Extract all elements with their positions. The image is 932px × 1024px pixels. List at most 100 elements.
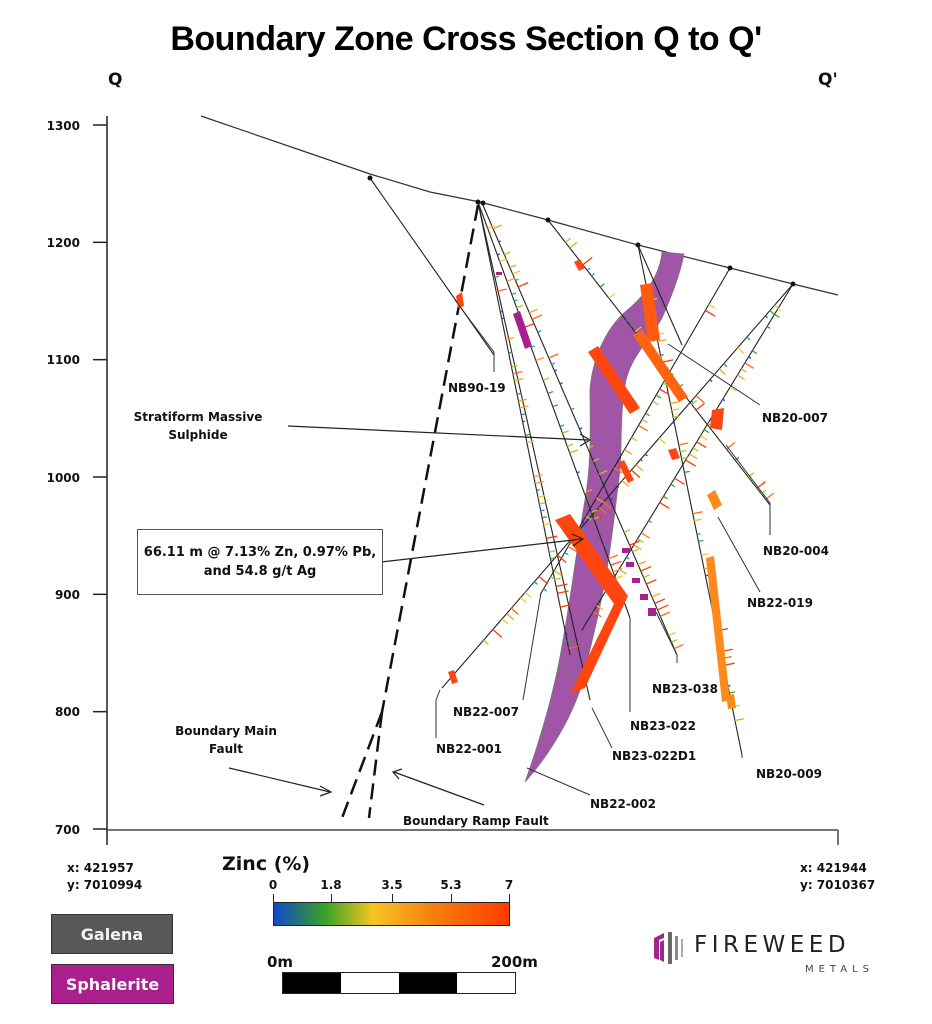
assay-bar — [633, 544, 642, 551]
assay-bar — [625, 317, 631, 322]
assay-bar — [498, 240, 501, 243]
assay-bar — [722, 398, 726, 402]
leader-nb20-004 — [725, 444, 771, 535]
assay-bar — [703, 429, 710, 434]
zinc-scale-title: Zinc (%) — [222, 853, 311, 875]
assay-bar — [580, 528, 585, 533]
assay-bar — [595, 497, 605, 504]
stratiform-massive-sulphide-body — [524, 251, 685, 783]
assay-bar — [646, 579, 657, 585]
assay-bar — [691, 399, 698, 405]
assay-bar — [569, 241, 578, 249]
assay-bar — [660, 353, 664, 356]
sphalerite-intervals — [496, 272, 656, 616]
drillhole-label: NB22-007 — [453, 705, 519, 719]
leader-nb20-007 — [667, 343, 761, 406]
fireweed-logo-icon — [654, 932, 683, 964]
assay-bar — [541, 516, 548, 519]
assay-bar — [694, 518, 702, 522]
assay-bar — [708, 303, 716, 309]
assay-bar — [651, 592, 661, 598]
label-leaders — [435, 299, 771, 796]
y-tick-label: 1200 — [47, 236, 80, 250]
assay-bar — [729, 691, 736, 694]
assay-bar — [542, 377, 550, 381]
drillhole-label: NB22-001 — [436, 742, 502, 756]
assay-bar — [524, 591, 532, 598]
boundary-main-fault-lower — [340, 711, 384, 819]
assay-bar — [673, 644, 684, 650]
assay-bar — [603, 543, 607, 546]
assay-bar — [543, 588, 548, 592]
assay-bar — [510, 607, 519, 615]
boundary-main-fault — [380, 204, 480, 713]
assay-bar — [618, 568, 627, 575]
intercept-line2: and 54.8 g/t Ag — [203, 564, 317, 579]
drillhole-trace-nb20-007a — [637, 244, 683, 346]
scale-bar — [282, 972, 516, 994]
stratiform-arrowhead — [579, 433, 592, 447]
assay-bar — [678, 442, 689, 446]
collar-marker — [545, 217, 551, 223]
assay-bar — [705, 309, 716, 317]
drillhole-label: NB20-004 — [763, 544, 829, 558]
assay-bar — [552, 404, 559, 408]
intercept-arrow — [380, 538, 583, 563]
assay-bar — [509, 264, 517, 269]
assay-bar — [540, 509, 545, 512]
assay-bar — [506, 277, 516, 282]
assay-bar — [567, 545, 578, 553]
assay-bar — [576, 471, 580, 474]
assay-bar — [495, 288, 507, 292]
collar-marker — [790, 281, 796, 287]
assay-bar — [621, 480, 630, 487]
assay-bar — [506, 613, 515, 621]
scale-segment — [399, 973, 457, 993]
stratiform-arrow — [287, 425, 589, 441]
assay-bar — [516, 392, 522, 395]
zinc-tick-label: 1.8 — [320, 878, 342, 892]
ramp-fault-label: Boundary Ramp Fault — [403, 814, 549, 828]
assay-bar — [630, 469, 641, 479]
drillhole-trace-nb23-022d1 — [477, 201, 591, 701]
stratiform-label-line2: Sulphide — [168, 428, 227, 442]
assay-bar — [508, 351, 513, 354]
intercept-callout-box: 66.11 m @ 7.13% Zn, 0.97% Pb, and 54.8 g… — [137, 529, 383, 595]
assay-bar — [554, 369, 558, 372]
right-coordinates: x: 421944 y: 7010367 — [800, 860, 875, 894]
assay-bar — [554, 577, 561, 581]
assay-bar — [492, 629, 503, 638]
assay-bar — [634, 326, 642, 333]
assay-bar — [615, 575, 623, 579]
assay-bar — [648, 520, 652, 524]
assay-bar — [581, 521, 585, 524]
high-grade-interval — [710, 408, 724, 430]
assay-bar — [529, 308, 538, 314]
zinc-tick-mark — [392, 894, 393, 904]
left-x-coordinate: x: 421957 — [67, 861, 134, 875]
assay-bar — [513, 299, 518, 302]
main-fault-arrowhead — [319, 785, 333, 797]
assay-bar — [570, 407, 575, 411]
collar-markers — [367, 175, 796, 287]
assay-bar — [632, 548, 639, 553]
assay-bar — [608, 293, 615, 299]
assay-bar — [504, 251, 511, 256]
assay-bar — [659, 388, 670, 396]
assay-bar — [591, 509, 598, 513]
logo-subtitle: METALS — [804, 964, 874, 975]
zinc-tick-mark — [331, 894, 332, 904]
assay-bar — [644, 453, 648, 457]
assay-bar — [591, 273, 595, 277]
assay-bar — [511, 364, 518, 368]
assay-bar — [515, 278, 519, 282]
assay-bar — [746, 336, 751, 341]
assay-bar — [587, 445, 594, 449]
intercept-line1: 66.11 m @ 7.13% Zn, 0.97% Pb, — [143, 545, 377, 560]
assay-bar — [592, 611, 602, 618]
assay-bar — [523, 322, 536, 329]
assay-bar — [560, 603, 572, 608]
assay-bar — [645, 412, 650, 417]
assay-bar — [673, 415, 679, 418]
assay-bar — [608, 554, 619, 560]
